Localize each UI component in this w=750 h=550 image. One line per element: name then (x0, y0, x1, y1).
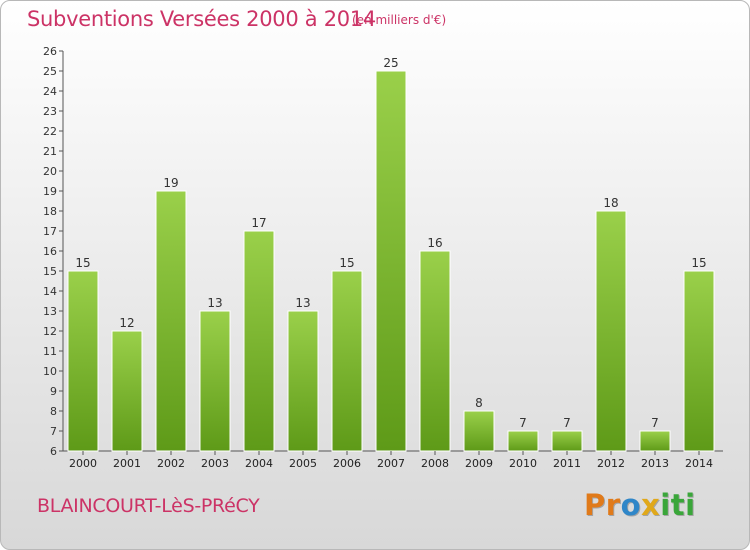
x-tick-label-2005: 2005 (289, 457, 317, 470)
bar-2003 (199, 310, 231, 452)
y-tick-label: 25 (43, 65, 57, 78)
y-tick-label: 7 (50, 425, 57, 438)
y-tick-label: 20 (43, 165, 57, 178)
y-tick-label: 22 (43, 125, 57, 138)
data-label-2003: 13 (207, 296, 222, 310)
x-tick-label-2010: 2010 (509, 457, 537, 470)
x-tick-label-2001: 2001 (113, 457, 141, 470)
y-tick-label: 26 (43, 45, 57, 58)
x-tick-label-2000: 2000 (69, 457, 97, 470)
proxiti-logo[interactable]: Proxiti (584, 488, 696, 522)
y-tick-label: 15 (43, 265, 57, 278)
data-label-2009: 8 (475, 396, 483, 410)
x-tick-label-2012: 2012 (597, 457, 625, 470)
data-label-2004: 17 (251, 216, 266, 230)
bar-2001 (111, 330, 143, 452)
data-label-2010: 7 (519, 416, 527, 430)
x-tick-label-2011: 2011 (553, 457, 581, 470)
x-tick-label-2004: 2004 (245, 457, 273, 470)
data-label-2014: 15 (691, 256, 706, 270)
data-label-2007: 25 (383, 56, 398, 70)
bar-2005 (287, 310, 319, 452)
y-tick-label: 12 (43, 325, 57, 338)
y-tick-label: 8 (50, 405, 57, 418)
data-label-2012: 18 (603, 196, 618, 210)
bar-2006 (331, 270, 363, 452)
logo-letter: t (670, 488, 686, 522)
y-tick-label: 18 (43, 205, 57, 218)
data-label-2013: 7 (651, 416, 659, 430)
bar-2004 (243, 230, 275, 452)
bar-2014 (683, 270, 715, 452)
y-tick-label: 10 (43, 365, 57, 378)
chart-subtitle: (en milliers d'€) (352, 13, 447, 27)
logo-letter: i (660, 488, 671, 522)
bar-2000 (67, 270, 99, 452)
bar-2002 (155, 190, 187, 452)
data-label-2005: 13 (295, 296, 310, 310)
data-label-2011: 7 (563, 416, 571, 430)
x-tick-label-2007: 2007 (377, 457, 405, 470)
x-tick-label-2002: 2002 (157, 457, 185, 470)
y-tick-label: 17 (43, 225, 57, 238)
bar-2008 (419, 250, 451, 452)
data-label-2008: 16 (427, 236, 442, 250)
y-tick-label: 21 (43, 145, 57, 158)
x-tick-label-2006: 2006 (333, 457, 361, 470)
y-tick-label: 9 (50, 385, 57, 398)
data-label-2002: 19 (163, 176, 178, 190)
y-tick-label: 14 (43, 285, 57, 298)
y-tick-label: 13 (43, 305, 57, 318)
bar-2010 (507, 430, 539, 452)
data-label-2006: 15 (339, 256, 354, 270)
y-tick-label: 23 (43, 105, 57, 118)
y-tick-label: 11 (43, 345, 57, 358)
logo-letter: x (641, 488, 661, 522)
y-tick-label: 19 (43, 185, 57, 198)
bar-2012 (595, 210, 627, 452)
x-tick-label-2008: 2008 (421, 457, 449, 470)
logo-letter: r (605, 488, 621, 522)
bar-2009 (463, 410, 495, 452)
data-label-2001: 12 (119, 316, 134, 330)
y-tick-label: 24 (43, 85, 57, 98)
logo-letter: P (584, 488, 606, 522)
chart-title: Subventions Versées 2000 à 2014 (27, 7, 376, 31)
x-tick-label-2003: 2003 (201, 457, 229, 470)
bar-2011 (551, 430, 583, 452)
x-tick-label-2009: 2009 (465, 457, 493, 470)
x-tick-label-2013: 2013 (641, 457, 669, 470)
y-tick-label: 16 (43, 245, 57, 258)
commune-name: BLAINCOURT-LèS-PRéCY (37, 495, 260, 517)
data-label-2000: 15 (75, 256, 90, 270)
x-tick-label-2014: 2014 (685, 457, 713, 470)
bar-2013 (639, 430, 671, 452)
bar-2007 (375, 70, 407, 452)
y-tick-label: 6 (50, 445, 57, 458)
logo-letter: o (620, 488, 642, 522)
logo-letter: i (685, 488, 696, 522)
